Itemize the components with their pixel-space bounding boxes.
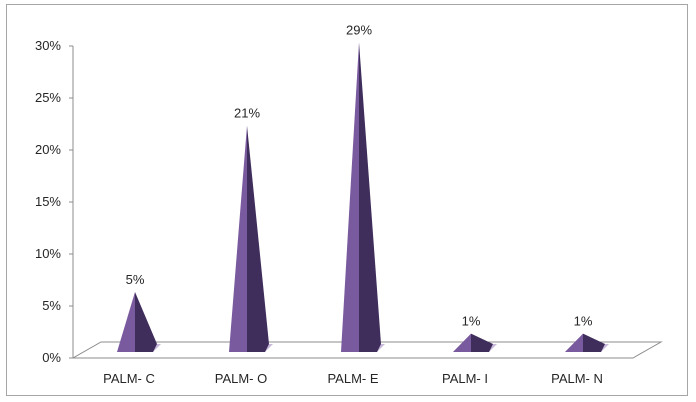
pyramid-side-face [471, 333, 493, 352]
x-tick-label: PALM- O [215, 371, 268, 386]
y-tick-label: 25% [35, 90, 61, 105]
labels-group: 5% PALM- C 21% PALM- O 29% PALM- E 1% PALM- I 1%… [103, 22, 603, 386]
x-tick-label: PALM- N [551, 371, 603, 386]
y-tick-label: 20% [35, 142, 61, 157]
data-label: 21% [234, 106, 260, 121]
pyramid-front-face [565, 333, 583, 352]
pyramid-side-face [247, 125, 269, 352]
pyramid-side-face [583, 333, 605, 352]
data-label: 5% [126, 272, 145, 287]
y-axis: 0% 5% 10% 15% 20% 25% 30% [35, 38, 74, 365]
pyramid-side-face [135, 292, 157, 352]
bars-group [117, 42, 609, 353]
y-tick-label: 15% [35, 194, 61, 209]
y-tick-label: 0% [42, 350, 61, 365]
y-tick-label: 5% [42, 298, 61, 313]
pyramid-bar [117, 292, 161, 352]
y-tick-label: 30% [35, 38, 61, 53]
pyramid-bar [229, 125, 273, 352]
x-tick-label: PALM- I [442, 371, 488, 386]
pyramid-side-face [359, 42, 381, 353]
pyramid-bar [453, 333, 497, 352]
x-tick-label: PALM- C [103, 371, 155, 386]
pyramid-front-face [229, 125, 247, 352]
pyramid-bar [565, 333, 609, 352]
x-tick-label: PALM- E [327, 371, 378, 386]
pyramid-front-face [117, 292, 135, 352]
data-label: 1% [462, 314, 481, 329]
pyramid-bar [341, 42, 385, 353]
pyramid-front-face [341, 42, 359, 353]
pyramid-front-face [453, 333, 471, 352]
y-tick-label: 10% [35, 246, 61, 261]
data-label: 1% [574, 314, 593, 329]
data-label: 29% [346, 22, 372, 37]
